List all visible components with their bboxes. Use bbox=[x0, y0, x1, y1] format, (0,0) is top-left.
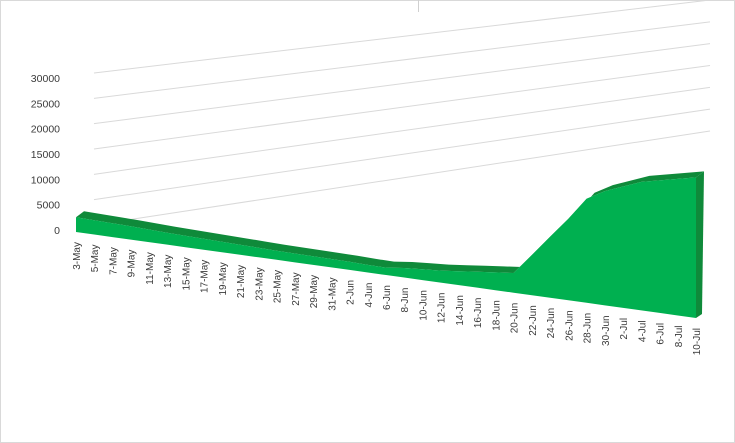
x-tick-label: 17-May bbox=[200, 260, 211, 293]
y-tick-label: 10000 bbox=[31, 174, 60, 186]
y-tick-label: 20000 bbox=[31, 124, 60, 136]
gridline bbox=[94, 22, 710, 99]
gridline bbox=[94, 87, 710, 174]
x-tick-label: 2-Jun bbox=[346, 280, 357, 305]
x-tick-label: 25-May bbox=[273, 270, 284, 303]
y-tick-label: 0 bbox=[54, 225, 60, 237]
x-tick-label: 7-May bbox=[109, 247, 120, 275]
gridline bbox=[94, 66, 710, 150]
x-tick-label: 28-Jun bbox=[583, 313, 594, 344]
x-tick-label: 29-May bbox=[309, 275, 320, 308]
x-tick-label: 26-Jun bbox=[564, 310, 575, 341]
x-tick-label: 12-Jun bbox=[437, 293, 448, 324]
x-tick-label: 16-Jun bbox=[473, 298, 484, 329]
x-tick-label: 22-Jun bbox=[528, 305, 539, 336]
x-tick-label: 11-May bbox=[145, 252, 156, 285]
x-tick-label: 9-May bbox=[127, 250, 138, 278]
x-tick-label: 4-Jun bbox=[364, 283, 375, 308]
x-tick-label: 23-May bbox=[254, 267, 265, 300]
x-tick-label: 19-May bbox=[218, 262, 229, 295]
x-tick-label: 13-May bbox=[163, 255, 174, 288]
x-tick-label: 15-May bbox=[181, 257, 192, 290]
y-tick-label: 15000 bbox=[31, 149, 60, 161]
x-tick-label: 2-Jul bbox=[619, 318, 630, 340]
x-tick-label: 14-Jun bbox=[455, 295, 466, 326]
x-tick-label: 30-Jun bbox=[601, 315, 612, 346]
y-tick-label: 30000 bbox=[31, 73, 60, 85]
x-tick-label: 24-Jun bbox=[546, 308, 557, 339]
gridline bbox=[94, 44, 710, 124]
x-tick-label: 3-May bbox=[72, 242, 83, 270]
x-tick-label: 31-May bbox=[327, 277, 338, 310]
x-tick-label: 18-Jun bbox=[491, 300, 502, 331]
x-tick-label: 21-May bbox=[236, 265, 247, 298]
y-tick-label: 25000 bbox=[31, 98, 60, 110]
x-tick-label: 20-Jun bbox=[510, 303, 521, 334]
x-tick-label: 10-Jun bbox=[419, 290, 430, 321]
x-tick-label: 8-Jul bbox=[674, 326, 685, 348]
x-tick-label: 5-May bbox=[90, 245, 101, 273]
x-tick-label: 4-Jul bbox=[637, 320, 648, 342]
x-tick-label: 8-Jun bbox=[400, 288, 411, 313]
y-tick-label: 5000 bbox=[37, 200, 61, 212]
gridline bbox=[94, 0, 710, 73]
x-tick-label: 6-Jun bbox=[382, 285, 393, 310]
x-tick-label: 27-May bbox=[291, 272, 302, 305]
x-tick-label: 10-Jul bbox=[692, 328, 703, 355]
area-side-face bbox=[696, 171, 704, 318]
x-tick-label: 6-Jul bbox=[656, 323, 667, 345]
